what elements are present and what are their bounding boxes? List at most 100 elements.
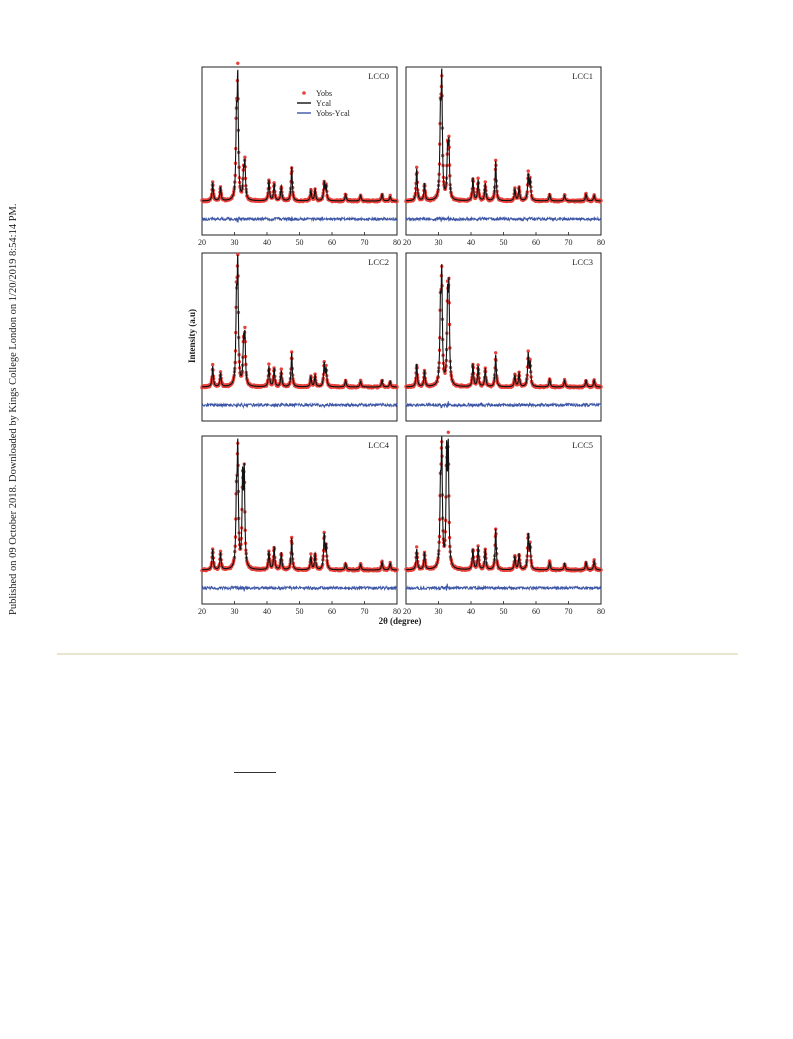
panel-label: LCC1	[572, 71, 593, 81]
calculated-curve	[406, 68, 601, 202]
observed-point	[415, 165, 419, 169]
observed-point	[218, 370, 223, 374]
x-tick-label: 30	[231, 238, 239, 247]
x-tick-label: 50	[296, 238, 304, 247]
observed-point	[267, 362, 271, 366]
panel-frame	[201, 435, 398, 605]
panel-frame	[201, 252, 398, 422]
x-tick-label: 40	[263, 238, 271, 247]
observed-point	[415, 545, 419, 549]
observed-point	[447, 134, 451, 138]
observed-point	[243, 155, 247, 159]
x-tick-label: 20	[198, 238, 206, 247]
x-tick-label: 30	[231, 607, 239, 616]
difference-curve	[201, 401, 398, 409]
panel-frame	[405, 435, 602, 605]
legend-label-ycal: Ycal	[316, 99, 332, 108]
observed-point	[290, 350, 294, 354]
observed-point	[476, 544, 480, 548]
x-tick-label: 40	[467, 238, 475, 247]
difference-curve	[405, 215, 602, 223]
x-tick-label: 70	[361, 238, 369, 247]
observed-point	[443, 371, 447, 375]
y-axis-label: Intensity (a.u)	[187, 309, 197, 363]
calculated-curve	[202, 69, 397, 202]
x-tick-label: 30	[435, 238, 443, 247]
panel-lcc5: LCC5 20 30 40 50 60 70 80	[403, 430, 605, 616]
x-tick-label: 60	[328, 238, 336, 247]
observed-point	[476, 363, 480, 367]
panel-label: LCC5	[572, 440, 593, 450]
observed-point	[211, 362, 215, 367]
x-tick-label: 50	[500, 607, 508, 616]
difference-curve	[201, 215, 398, 224]
panel-frame	[201, 66, 398, 236]
observed-point	[483, 180, 487, 184]
panel-lcc4: LCC4 20 30 40 50 60 70 80	[198, 435, 401, 616]
calculated-curve	[202, 254, 397, 388]
observed-point	[218, 549, 223, 553]
panel-label: LCC4	[368, 440, 390, 450]
panel-frame	[405, 66, 602, 236]
observed-point	[528, 357, 532, 362]
observed-point	[211, 180, 215, 184]
observed-point	[236, 252, 240, 257]
calculated-curve	[406, 264, 601, 388]
x-tick-label: 60	[532, 238, 540, 247]
legend-marker-yobs	[302, 91, 306, 95]
observed-point	[388, 193, 392, 197]
observed-point	[279, 367, 283, 371]
panel-lcc3: LCC3	[404, 252, 603, 422]
x-tick-label: 80	[597, 238, 605, 247]
x-tick-label: 80	[597, 607, 605, 616]
x-tick-label: 80	[393, 607, 401, 616]
section-divider	[57, 653, 738, 655]
panel-label: LCC3	[572, 257, 593, 267]
x-tick-label: 30	[435, 607, 443, 616]
observed-point	[526, 349, 530, 353]
difference-curve	[405, 583, 602, 592]
observed-point	[243, 325, 247, 330]
x-tick-label: 20	[198, 607, 206, 616]
x-tick-label: 20	[403, 238, 411, 247]
calculated-curve	[406, 436, 602, 571]
observed-point	[476, 176, 480, 180]
observed-point	[322, 360, 326, 364]
x-tick-label: 70	[565, 607, 573, 616]
panel-lcc2: LCC2	[200, 252, 399, 422]
panel-frame	[405, 252, 602, 422]
observed-point	[494, 158, 498, 162]
observed-point	[494, 351, 498, 355]
observed-point	[322, 530, 326, 535]
observed-point	[395, 199, 399, 204]
x-tick-label: 50	[500, 238, 508, 247]
x-tick-label: 40	[263, 607, 271, 616]
x-axis-label: 2θ (degree)	[379, 616, 422, 626]
x-tick-label: 70	[361, 607, 369, 616]
panel-label: LCC0	[368, 71, 389, 81]
difference-curve	[405, 401, 602, 409]
x-tick-label: 20	[403, 607, 411, 616]
x-tick-label: 70	[565, 238, 573, 247]
footnote-rule	[234, 772, 276, 773]
x-tick-label: 60	[532, 607, 540, 616]
observed-point	[307, 198, 311, 202]
panel-label: LCC2	[368, 257, 389, 267]
x-tick-label: 80	[393, 238, 401, 247]
observed-point	[324, 363, 328, 368]
observed-point	[526, 169, 530, 173]
observed-point	[309, 552, 313, 556]
difference-curve	[201, 584, 398, 592]
legend-label-diff: Yobs-Ycal	[316, 109, 351, 118]
observed-point	[290, 535, 294, 540]
x-tick-label: 50	[296, 607, 304, 616]
legend-label-yobs: Yobs	[316, 89, 332, 98]
panel-lcc1: LCC1 20 30 40 50 60 70 80	[403, 66, 605, 247]
x-tick-label: 60	[328, 607, 336, 616]
calculated-curve	[202, 438, 397, 571]
observed-point	[446, 430, 450, 434]
x-tick-label: 40	[467, 607, 475, 616]
